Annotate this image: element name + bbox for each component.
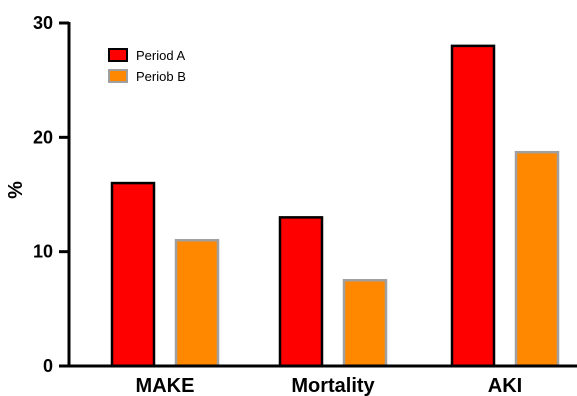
bar-mortality-series-1 <box>278 216 324 368</box>
bar-make-series-2 <box>174 238 220 368</box>
legend-label: Periob B <box>136 69 186 84</box>
y-axis-ticks: 0 10 20 30 <box>33 13 69 376</box>
bar-make-series-1 <box>110 181 156 368</box>
legend-swatch <box>108 48 128 62</box>
bar-aki-series-2 <box>514 150 560 368</box>
legend-label: Period A <box>136 48 185 63</box>
category-label: Mortality <box>291 375 375 396</box>
y-tick-label: 30 <box>33 13 53 33</box>
category-label: AKI <box>488 375 522 396</box>
bar-mortality-series-2 <box>342 279 388 368</box>
bars <box>110 44 560 368</box>
x-axis-categories: MAKE Mortality AKI <box>136 375 523 396</box>
bar-aki-series-1 <box>450 44 496 368</box>
axes <box>67 22 577 368</box>
y-axis-label: % <box>5 181 27 199</box>
legend: Period A Periob B <box>108 48 186 84</box>
y-tick-label: 20 <box>33 127 53 147</box>
legend-swatch <box>108 69 128 83</box>
category-label: MAKE <box>136 375 195 396</box>
y-tick-label: 0 <box>43 356 53 376</box>
y-tick-label: 10 <box>33 242 53 262</box>
